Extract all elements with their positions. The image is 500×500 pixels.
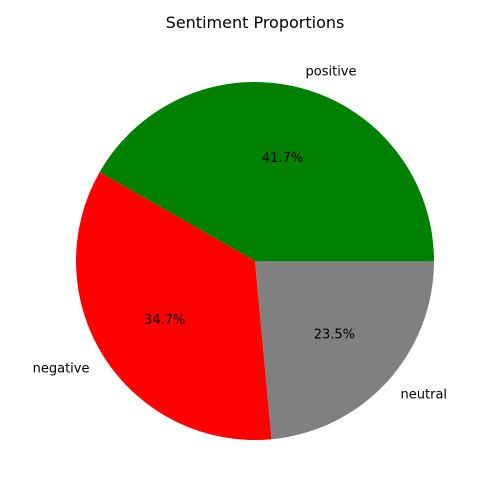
pie-category-label-positive: positive — [306, 65, 357, 80]
pie-slices — [75, 81, 435, 440]
pie-slice-neutral — [255, 261, 434, 440]
pie-pct-label-positive: 41.7% — [262, 151, 303, 166]
pie-pct-label-neutral: 23.5% — [314, 327, 355, 342]
pie-slice-negative — [75, 172, 272, 440]
pie-slice-positive — [99, 81, 435, 262]
pie-pct-label-negative: 34.7% — [144, 313, 185, 328]
pie-labels: 41.7% positive 34.7% negative 23.5% neutral — [33, 65, 447, 403]
pie-category-label-neutral: neutral — [401, 388, 448, 403]
pie-category-label-negative: negative — [33, 362, 90, 377]
chart-title: Sentiment Proportions — [166, 13, 345, 32]
